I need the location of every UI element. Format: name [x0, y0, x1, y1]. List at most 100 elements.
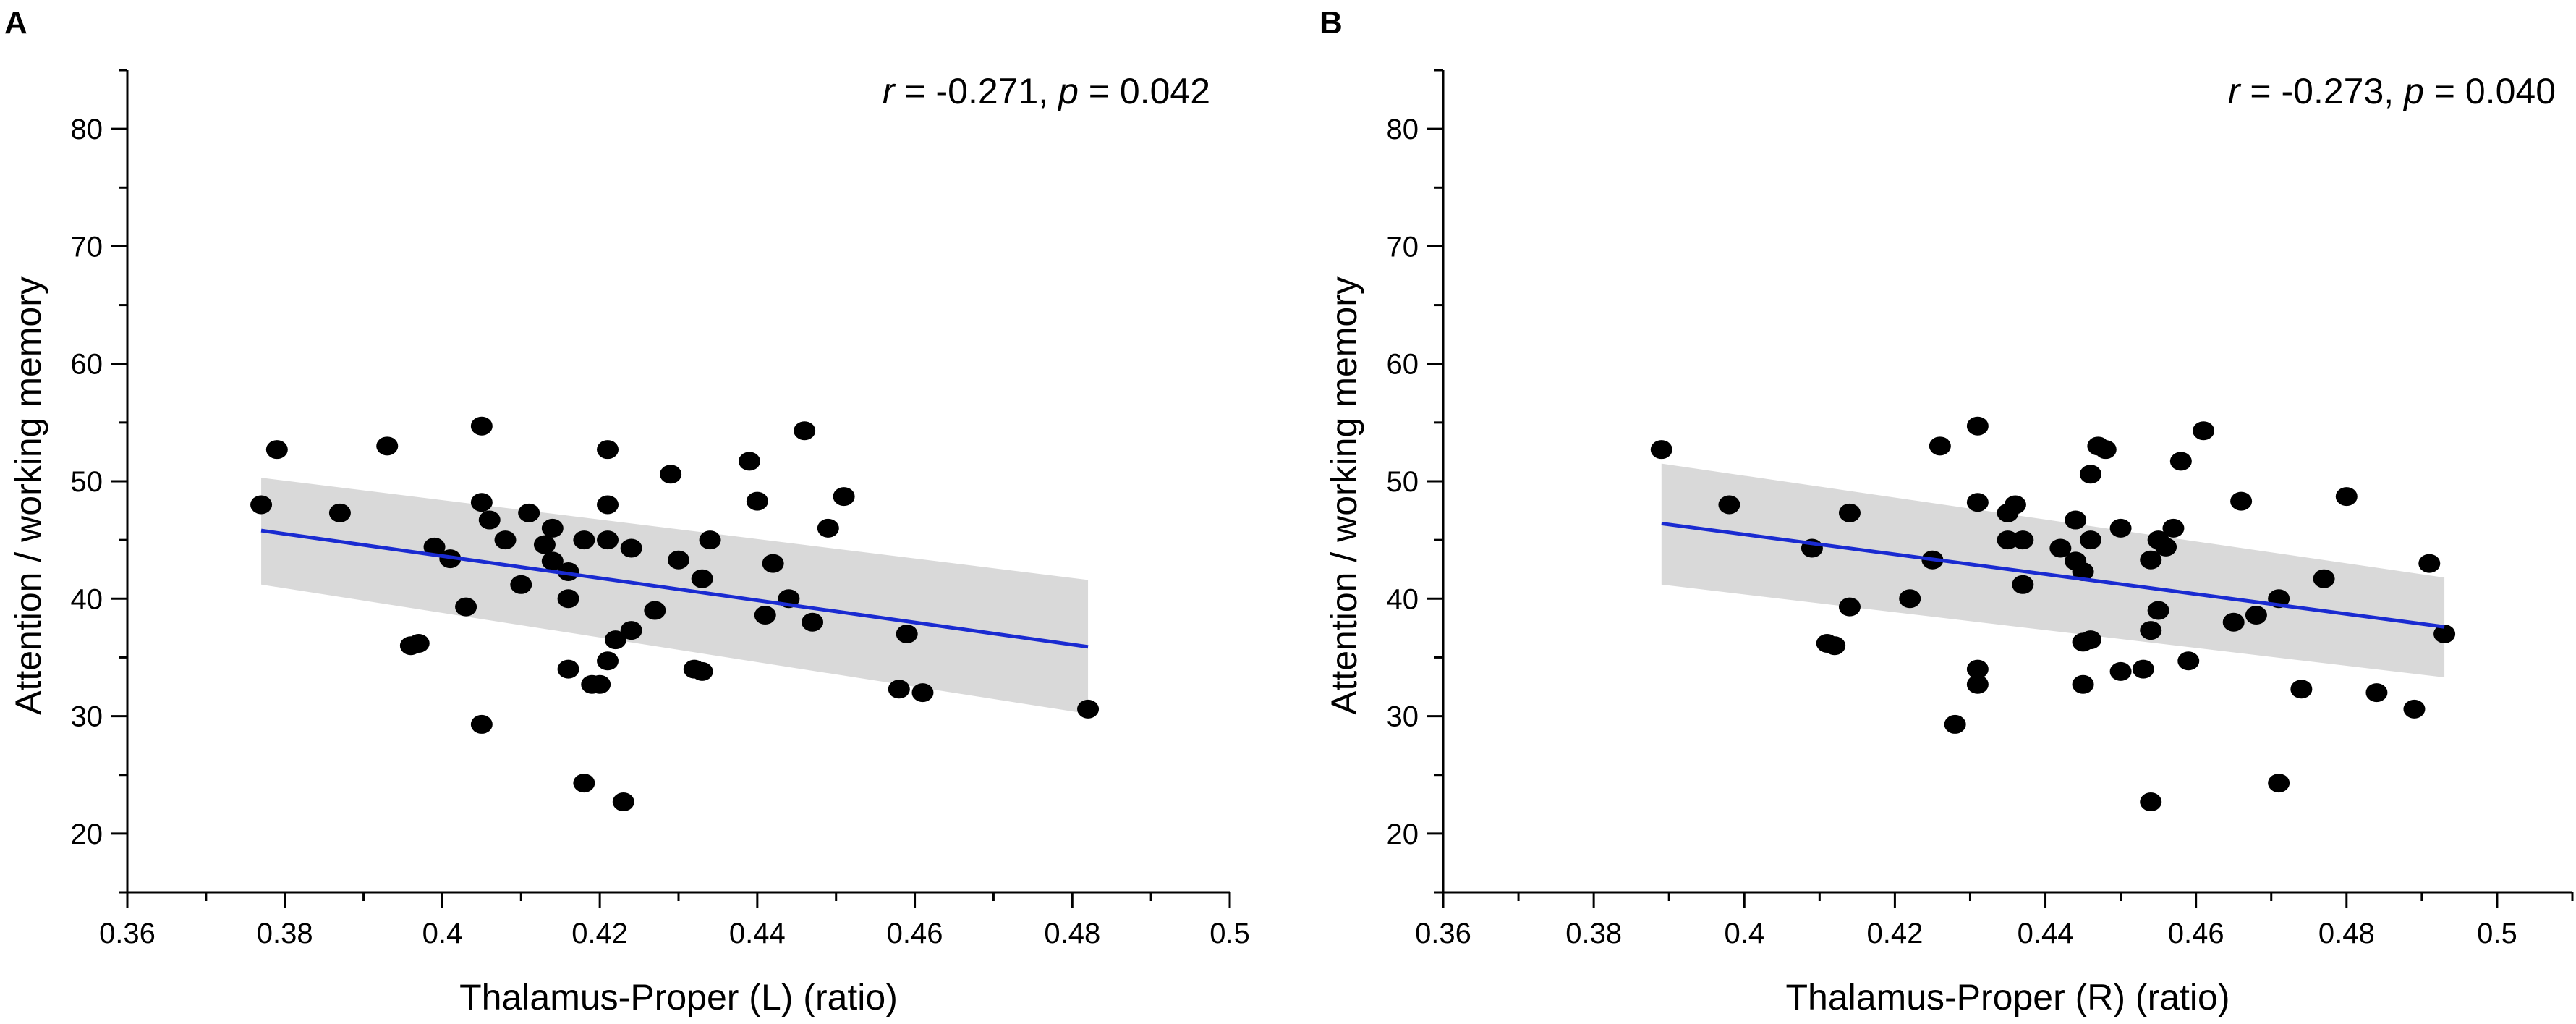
- data-point-30: [2094, 440, 2117, 460]
- data-point-28: [597, 530, 619, 550]
- x-axis-label: Thalamus-Proper (R) (ratio): [1785, 977, 2229, 1017]
- data-point-3: [376, 436, 399, 456]
- data-point-4: [1824, 636, 1846, 656]
- x-tick-label: 0.46: [2168, 918, 2224, 949]
- r-value: = -0.273,: [2240, 71, 2405, 111]
- data-point-13: [1966, 659, 1989, 679]
- data-point-21: [557, 659, 579, 679]
- data-point-39: [2155, 537, 2177, 557]
- data-point-43: [754, 606, 776, 625]
- data-point-1: [1718, 495, 1740, 515]
- data-point-0: [250, 495, 273, 515]
- data-point-16: [533, 535, 556, 554]
- y-tick-label: 20: [1387, 818, 1419, 850]
- x-tick-label: 0.44: [2018, 918, 2074, 949]
- y-axis-label: Attention / working memory: [8, 276, 48, 715]
- data-point-39: [691, 661, 713, 681]
- p-symbol: p: [2402, 71, 2424, 111]
- y-tick-label: 80: [71, 114, 103, 145]
- data-point-46: [2245, 606, 2267, 625]
- x-tick-label: 0.48: [2318, 918, 2375, 949]
- data-point-14: [1966, 674, 1989, 694]
- data-point-35: [660, 465, 682, 484]
- data-point-10: [1944, 714, 1966, 734]
- data-point-31: [2109, 518, 2132, 538]
- data-point-50: [888, 680, 910, 699]
- x-tick-label: 0.5: [2477, 918, 2517, 949]
- data-point-8: [455, 597, 477, 617]
- x-tick-label: 0.36: [99, 918, 156, 949]
- data-point-18: [541, 551, 564, 571]
- data-point-44: [762, 554, 784, 573]
- y-tick-label: 30: [1387, 701, 1419, 733]
- data-point-5: [407, 633, 430, 653]
- data-point-19: [557, 562, 579, 581]
- data-point-5: [1838, 503, 1861, 522]
- data-point-6: [1838, 597, 1861, 617]
- data-point-49: [2290, 680, 2313, 699]
- data-point-15: [518, 503, 540, 522]
- panel-a-letter: A: [4, 5, 27, 41]
- r-symbol: r: [883, 71, 896, 111]
- y-tick-label: 40: [1387, 583, 1419, 615]
- data-point-21: [2065, 510, 2087, 530]
- x-tick-label: 0.38: [257, 918, 313, 949]
- data-point-26: [2079, 465, 2101, 484]
- data-point-36: [668, 550, 689, 570]
- data-point-20: [2049, 538, 2072, 558]
- x-tick-label: 0.44: [729, 918, 786, 949]
- p-symbol: p: [1057, 71, 1079, 111]
- data-point-48: [2268, 774, 2290, 793]
- data-point-27: [597, 495, 619, 515]
- data-point-54: [2418, 554, 2441, 573]
- confidence-band: [261, 478, 1089, 714]
- data-point-46: [794, 421, 816, 441]
- data-point-32: [2109, 661, 2132, 681]
- y-tick-label: 20: [71, 818, 103, 850]
- regression-line: [1661, 521, 2445, 629]
- data-point-45: [2230, 491, 2253, 511]
- y-tick-label: 70: [1387, 231, 1419, 263]
- panel-a-plot: 0.36 0.38 0.4 0.42 0.44 0.46 0.48 0.5 20 30 40 50 60…: [8, 69, 1250, 1017]
- data-point-38: [2147, 601, 2169, 620]
- data-point-51: [896, 624, 918, 643]
- y-tick-label: 40: [71, 583, 103, 615]
- data-point-52: [2365, 683, 2388, 703]
- data-point-10: [470, 493, 493, 512]
- data-point-19: [2012, 575, 2034, 594]
- data-point-41: [738, 452, 760, 471]
- data-point-11: [1966, 416, 1989, 436]
- regression-line: [260, 528, 1089, 649]
- data-point-30: [604, 630, 626, 650]
- data-point-23: [573, 774, 595, 793]
- data-point-18: [2012, 530, 2034, 550]
- data-point-50: [2313, 569, 2335, 588]
- data-point-36: [2140, 792, 2162, 812]
- y-tick-label: 60: [71, 349, 103, 381]
- correlation-annotation: r = -0.271, p = 0.042: [883, 71, 1210, 111]
- data-point-13: [494, 530, 517, 550]
- data-point-12: [478, 510, 501, 530]
- data-point-22: [573, 530, 595, 550]
- data-point-7: [1899, 589, 1921, 609]
- panel-b-letter: B: [1319, 5, 1343, 41]
- p-value: = 0.042: [1079, 71, 1210, 111]
- y-axis-label: Attention / working memory: [1324, 276, 1364, 715]
- data-point-28: [2079, 630, 2101, 650]
- x-tick-label: 0.46: [887, 918, 943, 949]
- data-point-14: [510, 575, 532, 594]
- x-tick-label: 0.5: [1210, 918, 1250, 949]
- data-point-35: [2140, 621, 2162, 640]
- y-tick-label: 50: [71, 466, 103, 498]
- data-point-16: [1997, 530, 2019, 550]
- y-tick-label: 50: [1387, 466, 1419, 498]
- panel-b-plot: 0.36 0.38 0.4 0.42 0.44 0.46 0.48 0.5 20 30 40 50 60…: [1324, 69, 2574, 1017]
- data-point-31: [612, 792, 634, 812]
- data-point-34: [2140, 550, 2162, 570]
- data-point-40: [2162, 518, 2185, 538]
- y-tick-label: 30: [71, 701, 103, 733]
- data-point-41: [2169, 452, 2192, 471]
- data-point-23: [2072, 562, 2094, 581]
- data-point-44: [2222, 612, 2245, 632]
